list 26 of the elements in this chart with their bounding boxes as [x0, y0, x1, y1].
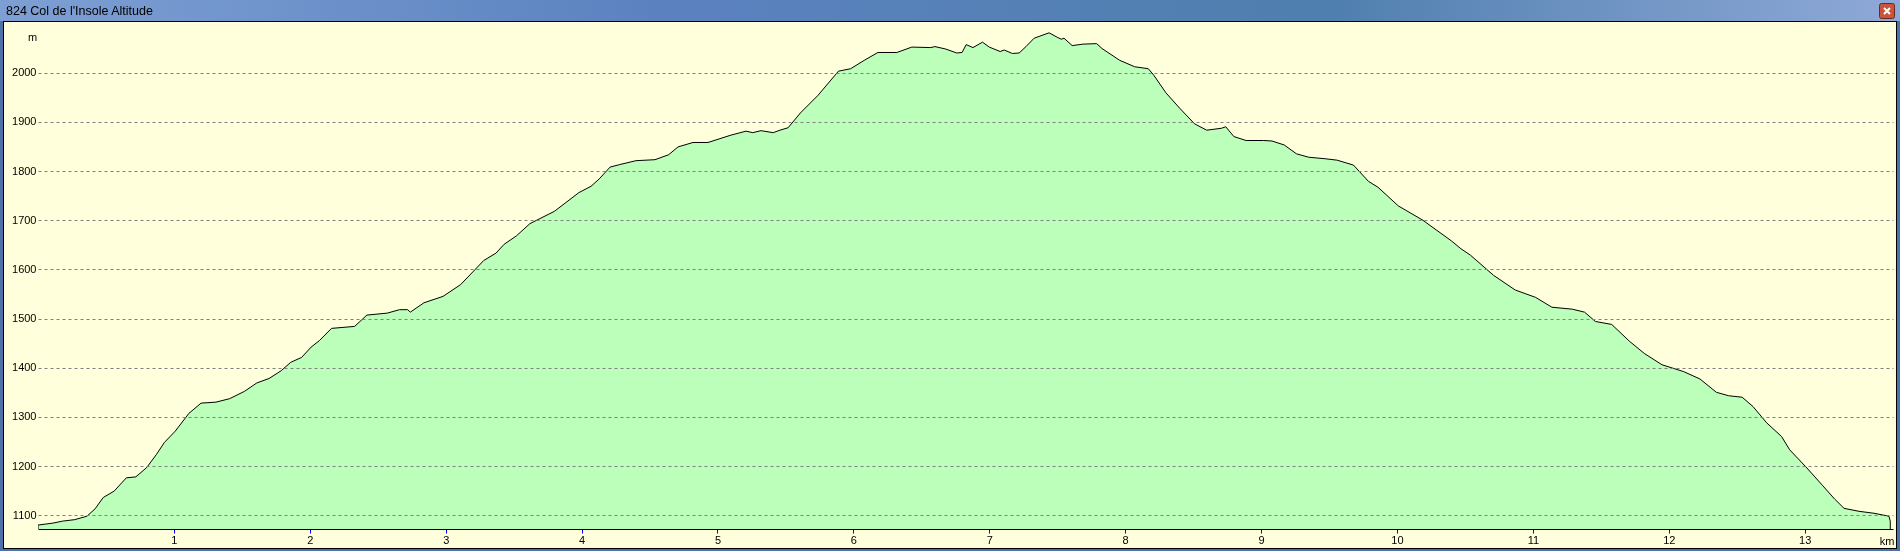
y-tick-label: 2000 — [12, 66, 37, 79]
x-tick-label: 11 — [1527, 533, 1540, 546]
y-tick-label: 1900 — [12, 115, 37, 128]
y-tick-label: 1500 — [12, 312, 37, 325]
x-tick-label: 5 — [714, 533, 722, 546]
y-axis-title: m — [27, 30, 38, 43]
x-tick-label: 13 — [1799, 533, 1812, 546]
x-tick-label: 3 — [443, 533, 450, 546]
y-tick-label: 1600 — [12, 262, 37, 275]
x-tick-label: 2 — [307, 533, 314, 546]
y-tick-label: 1100 — [12, 508, 37, 521]
y-tick-label: 1800 — [12, 164, 37, 177]
y-tick-label: 1200 — [12, 459, 37, 472]
x-tick-label: 4 — [579, 533, 586, 546]
x-axis-title: km — [1879, 534, 1895, 547]
y-tick-label: 1300 — [12, 410, 37, 423]
x-tick-label: 9 — [1258, 533, 1265, 546]
x-tick-label: 8 — [1122, 533, 1129, 546]
x-tick-label: 6 — [850, 533, 857, 546]
x-tick-label: 7 — [986, 533, 993, 546]
x-tick-label: 1 — [171, 533, 178, 546]
chart-title: 824 Col de l'Insole Altitude — [6, 4, 153, 18]
y-tick-label: 1700 — [12, 213, 37, 226]
x-tick-label: 12 — [1663, 533, 1676, 546]
x-tick-label: 10 — [1391, 533, 1404, 546]
y-tick-label: 1400 — [12, 361, 37, 374]
